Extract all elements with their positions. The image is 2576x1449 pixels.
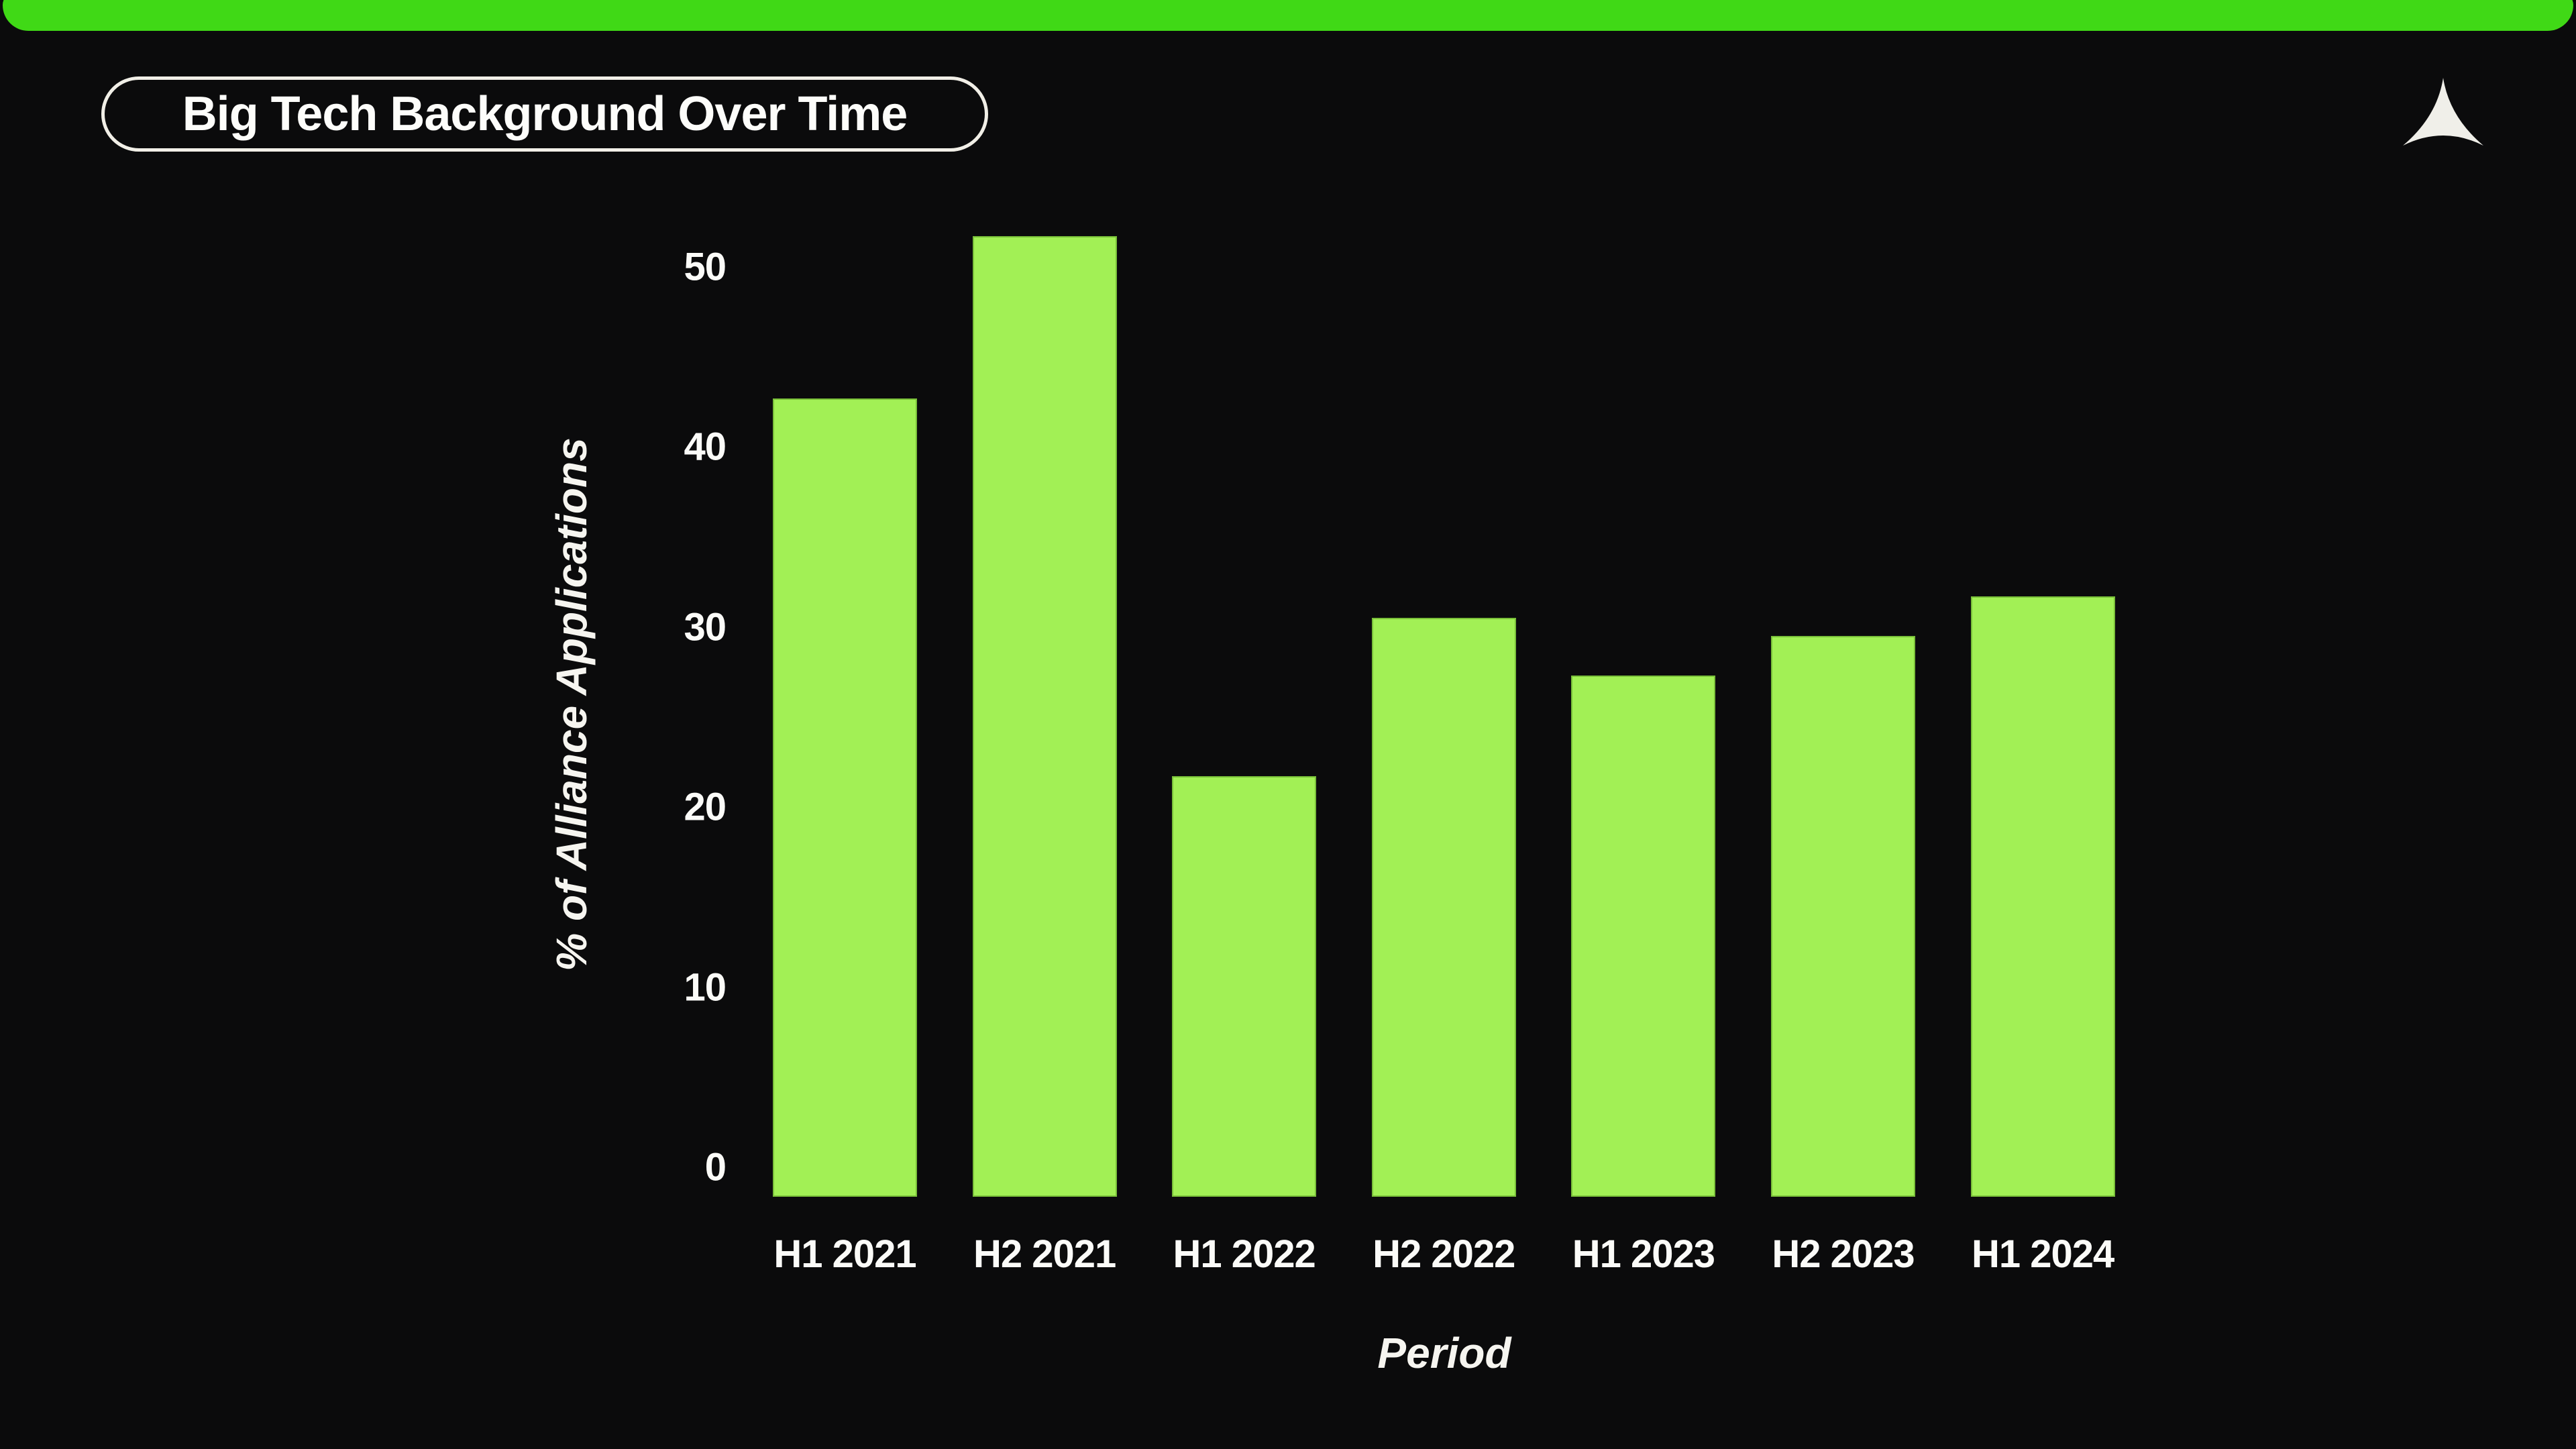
x-tick-label: H1 2021 bbox=[773, 1232, 916, 1276]
y-tick-label: 40 bbox=[684, 425, 727, 469]
y-tick-label: 20 bbox=[684, 785, 727, 829]
bar-h2-2023 bbox=[1771, 635, 1915, 1197]
x-tick-label: H1 2022 bbox=[1173, 1232, 1316, 1276]
bar-h2-2021 bbox=[972, 235, 1117, 1197]
x-axis-title: Period bbox=[1377, 1329, 1511, 1377]
y-axis-title: % of Alliance Applications bbox=[547, 437, 596, 971]
bar-h1-2022 bbox=[1172, 776, 1317, 1197]
bar-h1-2021 bbox=[773, 398, 917, 1197]
page-title: Big Tech Background Over Time bbox=[182, 87, 908, 141]
x-tick-label: H2 2021 bbox=[973, 1232, 1116, 1276]
bar-h2-2022 bbox=[1371, 618, 1516, 1197]
y-tick-label: 0 bbox=[704, 1145, 727, 1189]
y-tick-label: 10 bbox=[684, 965, 727, 1009]
x-tick-label: H2 2023 bbox=[1772, 1232, 1915, 1276]
alliance-logo-icon bbox=[2403, 78, 2483, 146]
y-tick-label: 30 bbox=[684, 605, 727, 649]
title-pill: Big Tech Background Over Time bbox=[101, 76, 988, 152]
x-tick-label: H2 2022 bbox=[1373, 1232, 1515, 1276]
x-tick-label: H1 2024 bbox=[1971, 1232, 2114, 1276]
x-tick-label: H1 2023 bbox=[1572, 1232, 1715, 1276]
header-accent-bar bbox=[3, 0, 2573, 31]
y-tick-label: 50 bbox=[684, 245, 727, 288]
bar-h1-2023 bbox=[1571, 675, 1716, 1197]
bar-h1-2024 bbox=[1970, 596, 2115, 1197]
